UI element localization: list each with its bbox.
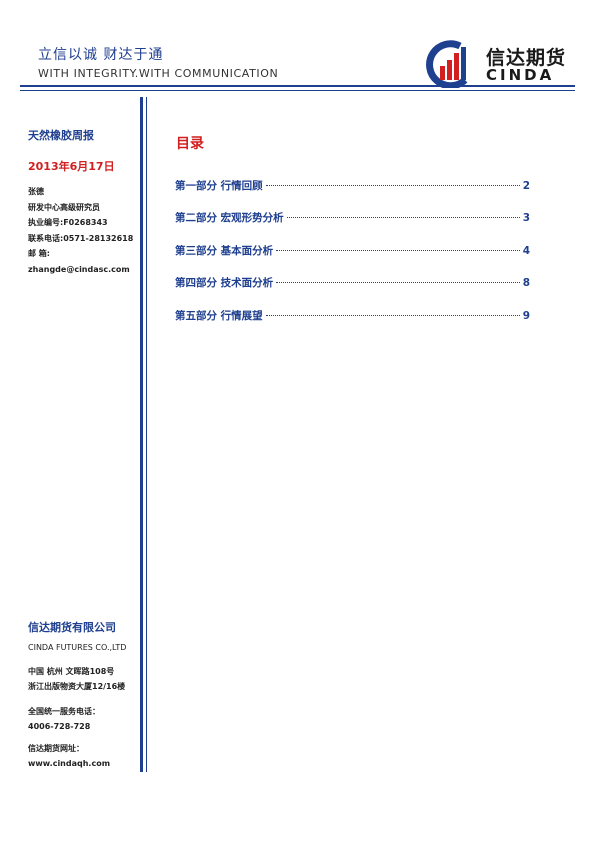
- toc-entry-page: 4: [522, 244, 530, 257]
- author-info: 张德 研发中心高级研究员 执业编号:F0268343 联系电话:0571-281…: [28, 184, 138, 277]
- author-email[interactable]: zhangde@cindasc.com: [28, 264, 130, 274]
- toc-entry[interactable]: 第五部分 行情展望 9: [175, 308, 530, 340]
- toc-entry[interactable]: 第三部分 基本面分析 4: [175, 243, 530, 275]
- logo-text-chinese: 信达期货: [486, 47, 567, 69]
- company-name: 信达期货有限公司: [28, 621, 116, 634]
- toc-entry-page: 8: [522, 277, 530, 290]
- author-email-label: 邮 箱:: [28, 249, 50, 258]
- report-date: 2013年6月17日: [28, 160, 115, 173]
- slogan-chinese: 立信以诚 财达于通: [38, 47, 164, 63]
- address-line-2: 浙江出版物资大厦12/16楼: [28, 682, 126, 691]
- website-label: 信达期货网址：: [28, 744, 84, 753]
- toc-entry-label: 第三部分 基本面分析: [175, 244, 274, 257]
- toc-entry[interactable]: 第一部分 行情回顾 2: [175, 178, 530, 210]
- toc-title: 目录: [176, 136, 204, 152]
- report-title: 天然橡胶周报: [28, 129, 94, 142]
- toc-leader-dots: [276, 249, 520, 251]
- slogan-english: WITH INTEGRITY.WITH COMMUNICATION: [38, 67, 279, 80]
- author-license: 执业编号:F0268343: [28, 218, 108, 227]
- toc-entry[interactable]: 第四部分 技术面分析 8: [175, 275, 530, 307]
- sidebar-divider: [140, 97, 143, 772]
- toc-leader-dots: [265, 185, 520, 186]
- company-name-english: CINDA FUTURES CO.,LTD: [28, 643, 127, 652]
- service-label: 全国统一服务电话：: [28, 707, 100, 716]
- toc-leader-dots: [276, 282, 520, 284]
- logo-text-english: CINDA: [486, 66, 555, 84]
- address-line-1: 中国 杭州 文晖路108号: [28, 667, 115, 676]
- service-phone: 4006-728-728: [28, 722, 91, 731]
- author-phone: 联系电话:0571-28132618: [28, 233, 134, 243]
- header-rule-thin: [20, 90, 575, 91]
- company-website: 信达期货网址： www.cindaqh.com: [28, 741, 110, 771]
- author-position: 研发中心高级研究员: [28, 202, 100, 212]
- toc-entry-label: 第二部分 宏观形势分析: [175, 212, 284, 225]
- sidebar-divider-thin: [146, 97, 147, 772]
- toc-entry-label: 第五部分 行情展望: [175, 309, 263, 322]
- header-rule: [20, 85, 575, 87]
- toc-entry-page: 9: [522, 309, 530, 322]
- author-name: 张德: [28, 187, 44, 196]
- company-address: 中国 杭州 文晖路108号 浙江出版物资大厦12/16楼: [28, 664, 125, 694]
- toc-entry-label: 第一部分 行情回顾: [175, 180, 263, 192]
- toc-leader-dots: [265, 314, 520, 316]
- toc-entry-page: 3: [522, 212, 530, 225]
- website-link[interactable]: www.cindaqh.com: [28, 759, 111, 768]
- toc-entry-page: 2: [522, 180, 530, 192]
- toc-entry[interactable]: 第二部分 宏观形势分析 3: [175, 210, 530, 242]
- toc-leader-dots: [286, 217, 520, 219]
- table-of-contents: 第一部分 行情回顾 2 第二部分 宏观形势分析 3 第三部分 基本面分析 4 第…: [175, 178, 530, 340]
- toc-entry-label: 第四部分 技术面分析: [175, 277, 274, 290]
- service-hotline: 全国统一服务电话： 4006-728-728: [28, 704, 100, 734]
